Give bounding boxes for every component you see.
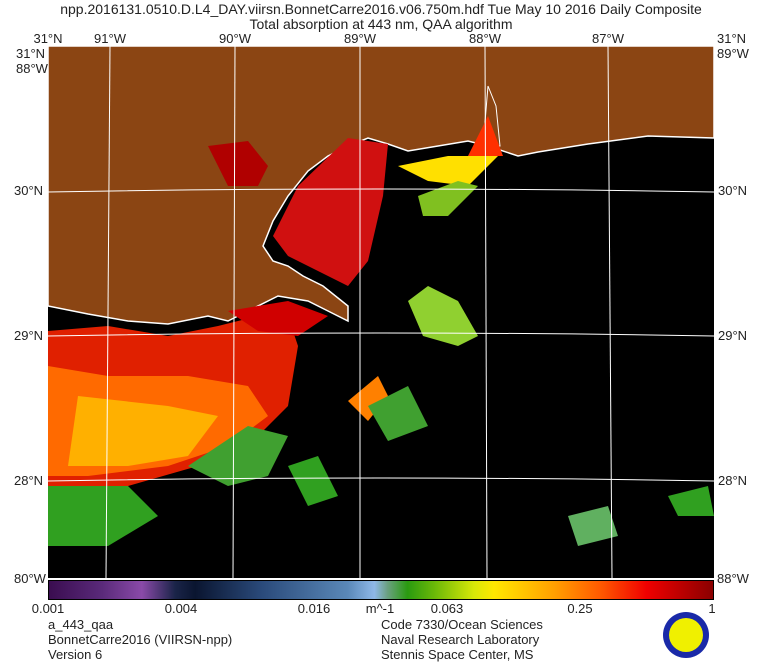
meridian-88w xyxy=(484,46,488,578)
meridian-87w xyxy=(607,46,613,578)
colorbar-tick: 0.063 xyxy=(430,601,464,616)
absorption-map xyxy=(48,46,714,578)
lon-label: 88°W xyxy=(469,31,501,46)
lon-label: 89°W xyxy=(344,31,376,46)
meridian-91w xyxy=(105,46,111,578)
colorbar-tick: 0.016 xyxy=(297,601,331,616)
lon-label: 91°W xyxy=(94,31,126,46)
colorbar-tick: 0.004 xyxy=(164,601,198,616)
org-name: Naval Research Laboratory xyxy=(381,632,540,647)
lon-label: 90°W xyxy=(219,31,251,46)
moderate-absorption-offshore xyxy=(48,286,714,546)
lat-label-left: 29°N xyxy=(14,328,44,343)
corner-right-lon: 89°W xyxy=(717,46,749,61)
lat-label-right: 29°N xyxy=(718,328,748,343)
corner-left-lat: 31°N xyxy=(16,46,46,61)
org-code: Code 7330/Ocean Sciences xyxy=(381,617,543,632)
land-area xyxy=(48,46,714,325)
meridian-90w xyxy=(232,46,236,578)
lat-label-left: 30°N xyxy=(14,183,44,198)
colorbar xyxy=(48,580,714,600)
lon-label: 87°W xyxy=(592,31,624,46)
parallel-28n xyxy=(48,477,714,482)
corner-label-top-left: 31°N xyxy=(33,31,63,46)
corner-bottom-left: 80°W xyxy=(14,571,46,586)
title-line-1: npp.2016131.0510.D.L4_DAY.viirsn.BonnetC… xyxy=(60,1,702,17)
graticule xyxy=(48,46,714,578)
version: Version 6 xyxy=(48,647,103,662)
title-line-2: Total absorption at 443 nm, QAA algorith… xyxy=(249,16,513,32)
dataset-name: BonnetCarre2016 (VIIRSN-npp) xyxy=(48,632,233,647)
parallel-29n xyxy=(48,332,714,337)
lat-label-left: 28°N xyxy=(14,473,44,488)
colorbar-units: m^-1 xyxy=(365,601,395,616)
parallel-30n xyxy=(48,188,714,193)
nrl-seal-logo xyxy=(663,612,709,658)
colorbar-tick: 0.001 xyxy=(31,601,65,616)
product-name: a_443_qaa xyxy=(48,617,114,632)
lat-label-right: 28°N xyxy=(718,473,748,488)
lat-label-right: 30°N xyxy=(718,183,748,198)
corner-left-lon: 88°W xyxy=(16,61,48,76)
colorbar-tick: 1 xyxy=(708,601,716,616)
corner-right-lat: 31°N xyxy=(717,31,747,46)
org-location: Stennis Space Center, MS xyxy=(381,647,534,662)
corner-bottom-right: 88°W xyxy=(717,571,749,586)
colorbar-tick: 0.25 xyxy=(567,601,593,616)
